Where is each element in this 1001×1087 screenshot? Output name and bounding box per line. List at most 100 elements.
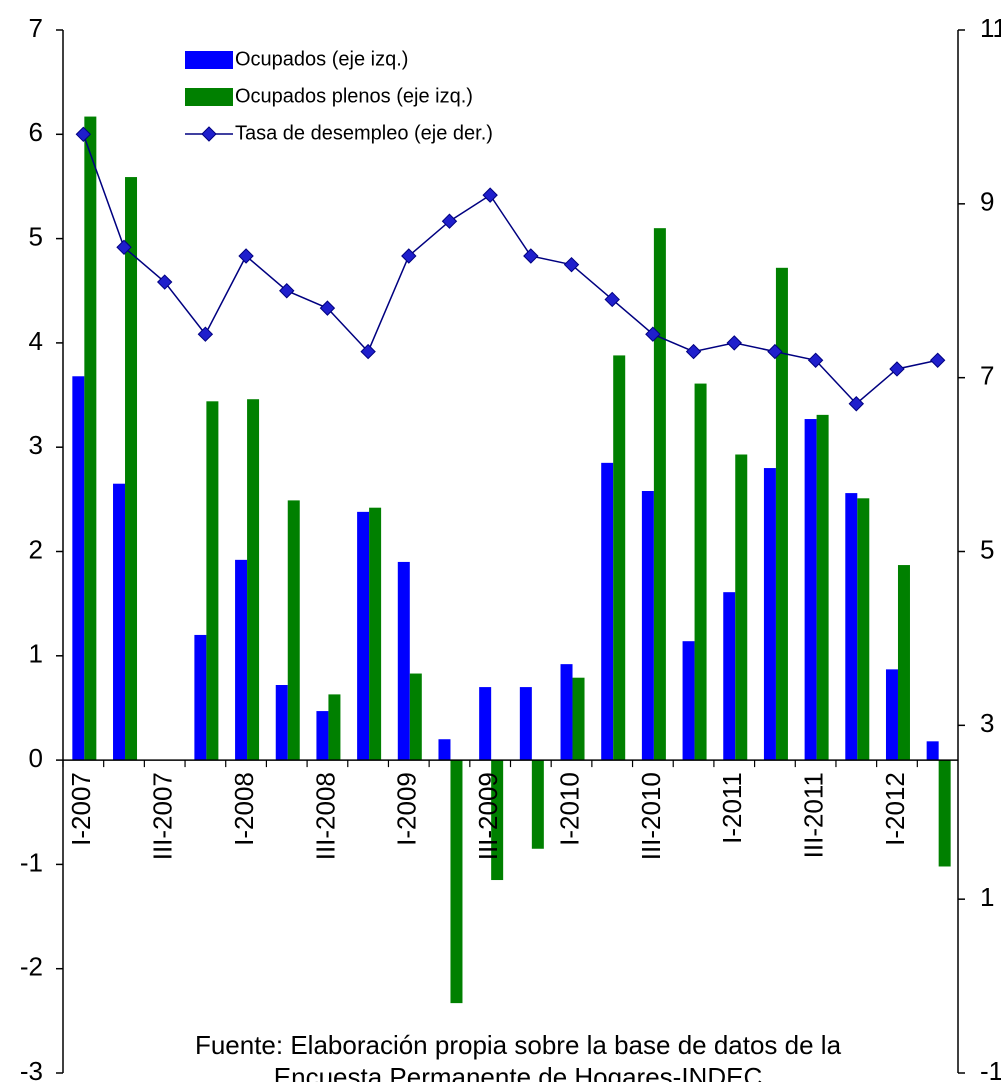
- bar: [409, 673, 422, 761]
- marker: [563, 256, 580, 273]
- bar: [491, 760, 504, 881]
- bar: [845, 493, 858, 761]
- marker: [929, 352, 946, 368]
- y-tick-label: -3: [20, 1056, 43, 1082]
- x-tick-label: I-2012: [880, 772, 910, 846]
- marker: [482, 187, 498, 203]
- marker: [889, 361, 905, 377]
- marker: [523, 248, 539, 264]
- y2-tick-label: 7: [980, 361, 994, 391]
- y2-tick-label: 3: [980, 708, 994, 738]
- marker: [279, 283, 295, 299]
- legend-label: Ocupados plenos (eje izq.): [235, 85, 473, 107]
- bar: [206, 401, 219, 761]
- y-tick-label: 3: [29, 430, 43, 460]
- y2-tick-label: 5: [980, 534, 994, 564]
- y2-tick-label: 9: [980, 187, 994, 217]
- marker: [197, 326, 214, 342]
- bar: [519, 687, 532, 761]
- marker: [238, 248, 254, 264]
- bar: [479, 687, 492, 761]
- marker: [441, 213, 458, 229]
- bar: [531, 760, 544, 849]
- bar: [763, 468, 776, 761]
- y-tick-label: -2: [20, 952, 43, 982]
- bar: [316, 711, 329, 761]
- bar: [84, 116, 97, 761]
- x-tick-label: III-2011: [798, 772, 828, 858]
- bar: [113, 483, 126, 761]
- bar: [438, 739, 451, 761]
- bar: [775, 267, 788, 761]
- y-tick-label: 7: [29, 13, 43, 43]
- bar: [857, 498, 870, 761]
- bar: [601, 462, 614, 761]
- bar: [613, 355, 626, 761]
- y-tick-label: 6: [29, 117, 43, 147]
- line: [82, 134, 938, 405]
- x-tick-label: III-2009: [473, 772, 503, 860]
- y-tick-label: 2: [29, 534, 43, 564]
- bar: [641, 491, 654, 761]
- legend-marker: [201, 126, 217, 142]
- bar: [885, 669, 898, 761]
- x-tick-label: I-2011: [717, 772, 747, 844]
- y2-tick-label: -1: [980, 1056, 1001, 1082]
- marker: [116, 239, 132, 255]
- marker: [685, 343, 702, 360]
- x-tick-label: I-2009: [392, 772, 422, 846]
- marker: [645, 326, 661, 342]
- bar: [723, 592, 736, 761]
- marker: [401, 248, 417, 264]
- y2-tick-label: 1: [980, 882, 994, 912]
- bar: [926, 741, 939, 761]
- legend-label: Tasa de desempleo (eje der.): [235, 122, 493, 144]
- bar: [369, 507, 382, 761]
- y-tick-label: 0: [29, 743, 43, 773]
- bar: [125, 177, 138, 761]
- x-tick-label: I-2007: [66, 772, 96, 846]
- source-note: Encuesta Permanente de Hogares-INDEC: [274, 1062, 762, 1082]
- y-tick-label: 5: [29, 221, 43, 251]
- legend-swatch: [185, 51, 233, 69]
- y2-tick-label: 11: [980, 13, 1001, 43]
- bar: [287, 500, 300, 761]
- marker: [75, 126, 92, 143]
- bar: [72, 376, 85, 761]
- y-tick-label: 1: [29, 639, 43, 669]
- x-tick-label: I-2010: [554, 772, 584, 846]
- bar: [682, 641, 695, 761]
- x-tick-label: I-2008: [229, 772, 259, 846]
- bar: [735, 454, 748, 761]
- marker: [360, 343, 376, 360]
- marker: [604, 291, 620, 308]
- marker: [156, 274, 173, 290]
- marker: [319, 300, 336, 316]
- legend-swatch: [185, 88, 233, 106]
- bar: [450, 760, 463, 1004]
- bar: [897, 565, 910, 761]
- bar: [275, 685, 288, 761]
- bar: [357, 511, 370, 761]
- x-tick-label: III-2010: [636, 772, 666, 860]
- bar: [572, 677, 585, 761]
- bar: [560, 664, 573, 761]
- bar: [328, 694, 341, 761]
- marker: [726, 335, 742, 351]
- bar: [653, 228, 666, 761]
- legend-label: Ocupados (eje izq.): [235, 48, 408, 70]
- bar: [397, 561, 410, 761]
- bar: [247, 399, 260, 761]
- bar: [804, 419, 817, 761]
- bar: [235, 559, 248, 761]
- marker: [807, 352, 824, 368]
- bar: [194, 634, 207, 761]
- x-tick-label: III-2007: [148, 772, 178, 860]
- marker: [848, 396, 865, 412]
- x-tick-label: III-2008: [310, 772, 340, 860]
- bar: [816, 414, 829, 761]
- bar: [694, 383, 707, 761]
- marker: [767, 343, 783, 360]
- bar: [938, 760, 951, 867]
